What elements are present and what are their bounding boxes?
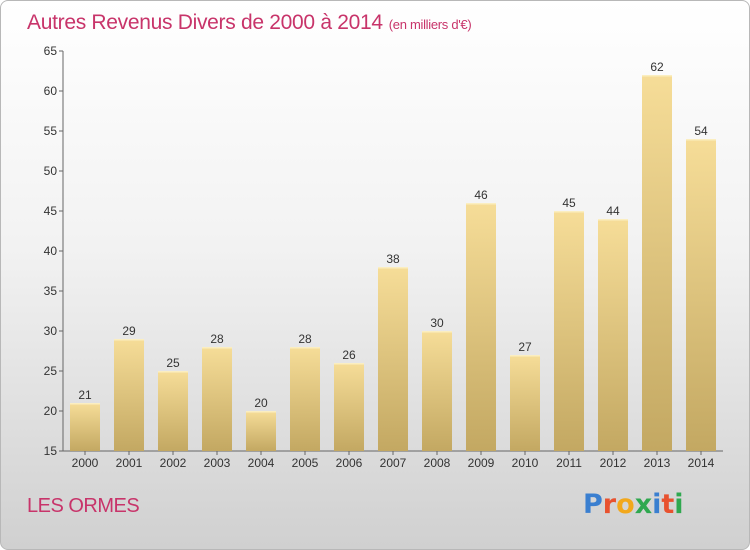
bar-value-label: 46 bbox=[474, 188, 488, 202]
bar-highlight bbox=[158, 371, 188, 373]
bar-value-label: 44 bbox=[606, 204, 620, 218]
y-tick-label: 60 bbox=[44, 84, 58, 98]
y-tick-label: 15 bbox=[44, 444, 58, 458]
x-tick-label: 2011 bbox=[556, 456, 582, 470]
bar-highlight bbox=[334, 363, 364, 365]
bar-value-label: 28 bbox=[298, 332, 312, 346]
bar bbox=[686, 139, 716, 451]
bar-highlight bbox=[466, 203, 496, 205]
bar-value-label: 21 bbox=[78, 388, 92, 402]
bar bbox=[158, 371, 188, 451]
bar-value-label: 62 bbox=[650, 60, 664, 74]
bar bbox=[510, 355, 540, 451]
brand-letter: t bbox=[661, 489, 675, 520]
x-tick-label: 2001 bbox=[116, 456, 143, 470]
bar-highlight bbox=[554, 211, 584, 213]
y-tick-label: 50 bbox=[44, 164, 58, 178]
x-tick-label: 2012 bbox=[600, 456, 627, 470]
x-tick-label: 2013 bbox=[644, 456, 671, 470]
brand-letter: P bbox=[583, 489, 603, 520]
bar-highlight bbox=[598, 219, 628, 221]
x-tick-label: 2004 bbox=[248, 456, 275, 470]
x-tick-label: 2014 bbox=[688, 456, 715, 470]
brand-letter: x bbox=[634, 489, 653, 520]
bar bbox=[466, 203, 496, 451]
bar-value-label: 30 bbox=[430, 316, 444, 330]
bar-highlight bbox=[642, 75, 672, 77]
y-tick-label: 55 bbox=[44, 124, 58, 138]
brand-letter: i bbox=[674, 489, 684, 520]
bar-highlight bbox=[114, 339, 144, 341]
bar-highlight bbox=[290, 347, 320, 349]
bar bbox=[290, 347, 320, 451]
x-tick-label: 2010 bbox=[512, 456, 539, 470]
bar-value-label: 38 bbox=[386, 252, 400, 266]
bar bbox=[202, 347, 232, 451]
y-tick-label: 65 bbox=[44, 44, 58, 58]
brand-letter: i bbox=[652, 489, 662, 520]
bar bbox=[378, 267, 408, 451]
bar-value-label: 54 bbox=[694, 124, 708, 138]
y-tick-label: 35 bbox=[44, 284, 58, 298]
bar-highlight bbox=[686, 139, 716, 141]
x-tick-label: 2003 bbox=[204, 456, 231, 470]
x-tick-label: 2007 bbox=[380, 456, 407, 470]
bar-value-label: 20 bbox=[254, 396, 268, 410]
bar bbox=[246, 411, 276, 451]
x-tick-label: 2009 bbox=[468, 456, 495, 470]
x-tick-label: 2002 bbox=[160, 456, 187, 470]
bar bbox=[422, 331, 452, 451]
x-tick-label: 2005 bbox=[292, 456, 319, 470]
x-tick-label: 2006 bbox=[336, 456, 363, 470]
bar-value-label: 26 bbox=[342, 348, 356, 362]
bar bbox=[642, 75, 672, 451]
bar-highlight bbox=[422, 331, 452, 333]
bar-highlight bbox=[510, 355, 540, 357]
bar-value-label: 28 bbox=[210, 332, 224, 346]
place-name: LES ORMES bbox=[27, 495, 140, 517]
chart-title: Autres Revenus Divers de 2000 à 2014 (en … bbox=[27, 11, 472, 35]
bar bbox=[598, 219, 628, 451]
chart-title-unit: (en milliers d'€) bbox=[388, 17, 472, 32]
bar-value-label: 45 bbox=[562, 196, 576, 210]
brand-letter: o bbox=[616, 489, 635, 520]
brand-logo: Proxiti bbox=[583, 489, 684, 520]
chart-title-main: Autres Revenus Divers de 2000 à 2014 bbox=[27, 11, 383, 34]
y-tick-label: 25 bbox=[44, 364, 58, 378]
bar bbox=[554, 211, 584, 451]
bar-highlight bbox=[70, 403, 100, 405]
y-tick-label: 30 bbox=[44, 324, 58, 338]
bar-value-label: 25 bbox=[166, 356, 180, 370]
bar-value-label: 27 bbox=[518, 340, 532, 354]
y-tick-label: 45 bbox=[44, 204, 58, 218]
bar-highlight bbox=[246, 411, 276, 413]
y-tick-label: 40 bbox=[44, 244, 58, 258]
bar-highlight bbox=[202, 347, 232, 349]
x-tick-label: 2000 bbox=[72, 456, 99, 470]
bar-highlight bbox=[378, 267, 408, 269]
bar bbox=[334, 363, 364, 451]
brand-letter: r bbox=[602, 489, 617, 520]
y-tick-label: 20 bbox=[44, 404, 58, 418]
x-tick-label: 2008 bbox=[424, 456, 451, 470]
bar bbox=[114, 339, 144, 451]
bar-value-label: 29 bbox=[122, 324, 136, 338]
bar bbox=[70, 403, 100, 451]
